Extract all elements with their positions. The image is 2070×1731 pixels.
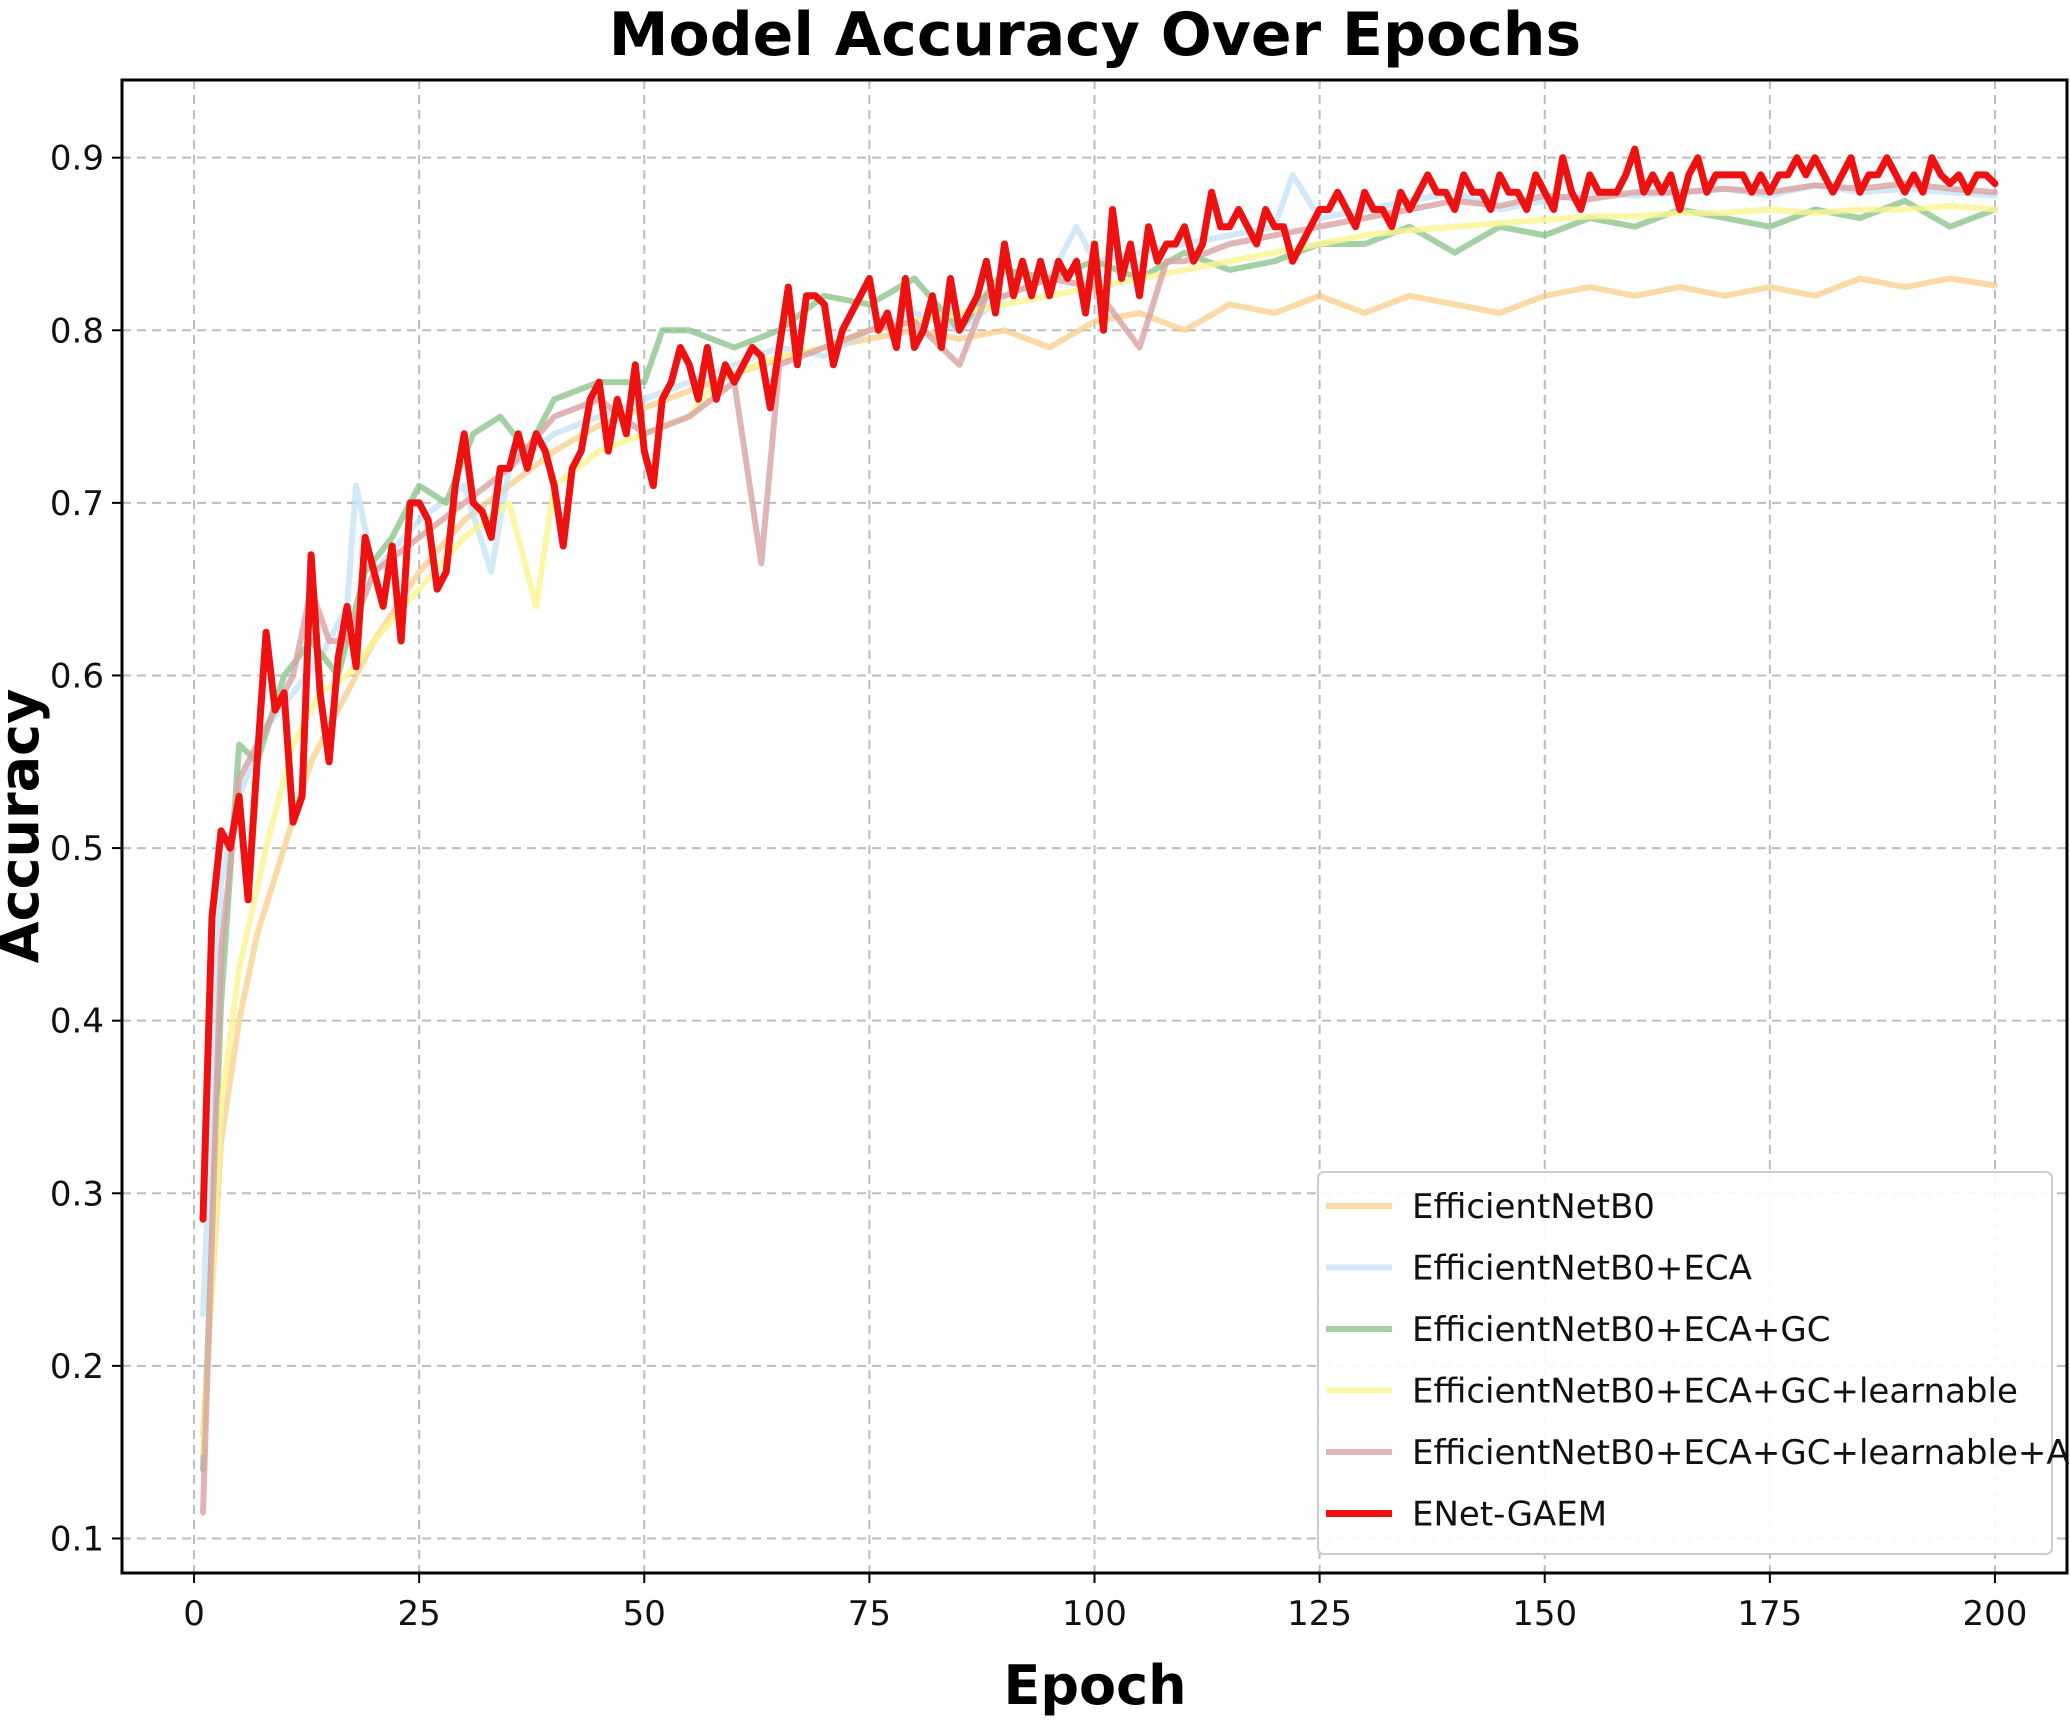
y-tick-label: 0.6 xyxy=(50,656,104,696)
y-tick-label: 0.8 xyxy=(50,311,104,351)
y-tick-label: 0.3 xyxy=(50,1174,104,1214)
x-tick-label: 75 xyxy=(848,1594,891,1634)
y-tick-label: 0.9 xyxy=(50,139,104,179)
x-tick-label: 25 xyxy=(398,1594,441,1634)
y-tick-label: 0.5 xyxy=(50,829,104,869)
chart-title: Model Accuracy Over Epochs xyxy=(609,0,1581,70)
axis-ticks: 0 25 50 75 100 125 150 175 200 0.1 0.2 0.3 0.4 0.5 0.6… xyxy=(50,139,2027,1634)
x-tick-label: 125 xyxy=(1287,1594,1352,1634)
legend-box xyxy=(1317,1171,2053,1555)
legend-label: EfficientNetB0+ECA+GC xyxy=(1412,1310,1830,1350)
y-axis-label: Accuracy xyxy=(0,689,51,964)
legend-label: ENet-GAEM xyxy=(1412,1495,1607,1535)
legend: EfficientNetB0 EfficientNetB0+ECA Efficien… xyxy=(1317,1171,2070,1555)
x-tick-label: 200 xyxy=(1963,1594,2028,1634)
y-tick-label: 0.2 xyxy=(50,1347,104,1387)
legend-label: EfficientNetB0 xyxy=(1412,1187,1655,1227)
y-tick-label: 0.1 xyxy=(50,1519,104,1559)
series-line-6 xyxy=(199,145,1999,1223)
legend-label: EfficientNetB0+ECA+GC+learnable xyxy=(1412,1372,2018,1412)
x-axis-label: Epoch xyxy=(1003,1654,1186,1717)
x-tick-label: 175 xyxy=(1737,1594,1802,1634)
legend-items: EfficientNetB0 EfficientNetB0+ECA Efficien… xyxy=(1326,1187,2070,1535)
y-tick-label: 0.7 xyxy=(50,484,104,524)
legend-label: EfficientNetB0+ECA xyxy=(1412,1249,1752,1289)
x-tick-label: 50 xyxy=(623,1594,666,1634)
x-tick-label: 150 xyxy=(1512,1594,1577,1634)
legend-label: EfficientNetB0+ECA+GC+learnable+ASPP xyxy=(1412,1433,2070,1473)
series-lines xyxy=(199,145,1999,1516)
x-tick-label: 0 xyxy=(183,1594,205,1634)
x-tick-label: 100 xyxy=(1062,1594,1127,1634)
y-tick-label: 0.4 xyxy=(50,1002,104,1042)
